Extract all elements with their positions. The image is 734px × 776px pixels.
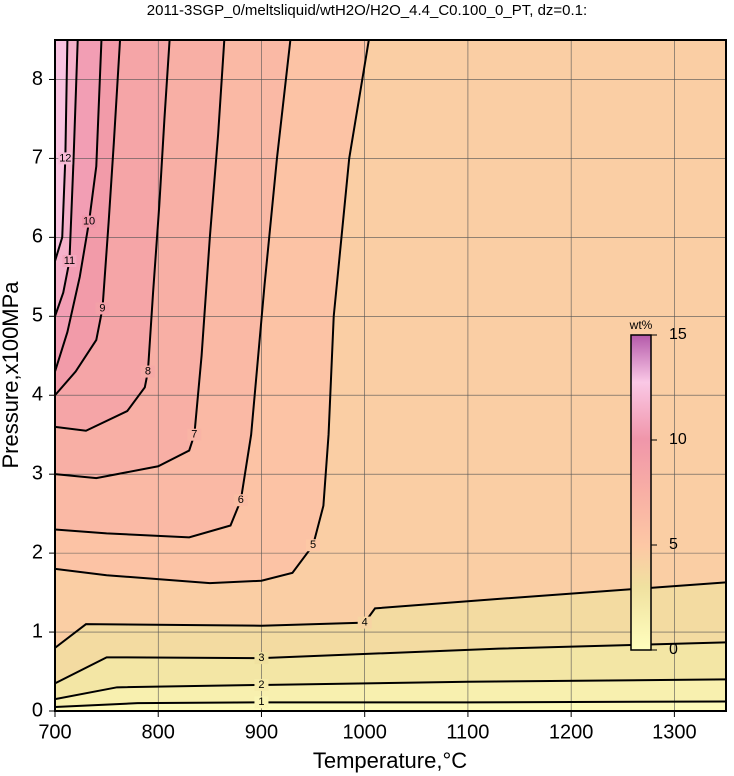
x-tick-label: 1200 xyxy=(549,721,594,743)
contour-label-bg xyxy=(357,616,372,629)
plot-frame xyxy=(54,39,727,712)
contour-fill xyxy=(55,40,68,262)
x-tick-label: 700 xyxy=(38,721,71,743)
contour-fill xyxy=(55,701,726,711)
y-tick-label: 3 xyxy=(32,462,43,484)
x-tick-label: 1100 xyxy=(446,721,489,743)
contour-line xyxy=(55,40,103,372)
contour-label: 12 xyxy=(59,152,71,164)
chart-title: 2011-3SGP_0/meltsliquid/wtH2O/H2O_4.4_C0… xyxy=(147,2,587,19)
x-tick-label: 900 xyxy=(245,721,278,743)
x-axis-label: Temperature,°C xyxy=(313,748,467,773)
contour-label: 8 xyxy=(145,365,151,377)
contour-label-bg xyxy=(187,428,202,441)
contour-label: 2 xyxy=(258,679,264,691)
contour-label: 5 xyxy=(310,539,316,551)
contour-label-bg xyxy=(254,652,269,665)
contour-label: 10 xyxy=(83,215,95,227)
x-tick-label: 1000 xyxy=(342,721,387,743)
contour-label: 3 xyxy=(258,652,264,664)
contour-label-bg xyxy=(140,365,155,378)
colorbar-tick-label: 15 xyxy=(669,326,687,343)
colorbar-tick-label: 10 xyxy=(669,431,687,448)
y-tick-label: 5 xyxy=(32,305,43,327)
contour-label-bg xyxy=(254,696,269,709)
y-tick-label: 4 xyxy=(32,384,43,406)
y-tick-label: 2 xyxy=(32,541,43,563)
colorbar xyxy=(630,334,652,651)
contour-label-bg xyxy=(95,302,110,315)
y-tick-label: 6 xyxy=(32,226,43,248)
contour-label-bg xyxy=(58,152,73,165)
contour-label: 1 xyxy=(258,696,264,708)
colorbar-label: wt% xyxy=(629,318,653,332)
colorbar-tick-label: 5 xyxy=(669,536,678,553)
contour-line xyxy=(55,40,69,262)
colorbar-tick-label: 0 xyxy=(669,641,678,658)
contour-label: 6 xyxy=(238,494,244,506)
x-tick-label: 1300 xyxy=(652,721,697,743)
y-tick-label: 8 xyxy=(32,68,43,90)
contour-label: 11 xyxy=(64,255,75,267)
contour-label: 7 xyxy=(191,429,197,441)
y-tick-label: 7 xyxy=(32,147,43,169)
y-tick-label: 0 xyxy=(32,699,43,721)
x-tick-label: 800 xyxy=(142,721,175,743)
contour-label: 4 xyxy=(362,616,368,628)
y-axis-label: Pressure,x100MPa xyxy=(0,281,23,469)
contour-label: 9 xyxy=(99,302,105,314)
y-tick-label: 1 xyxy=(32,620,43,642)
contour-label-bg xyxy=(233,494,248,507)
contour-label-bg xyxy=(82,215,97,228)
contour-label-bg xyxy=(306,539,321,552)
contour-label-bg xyxy=(254,678,269,691)
contour-label-bg xyxy=(62,255,77,268)
